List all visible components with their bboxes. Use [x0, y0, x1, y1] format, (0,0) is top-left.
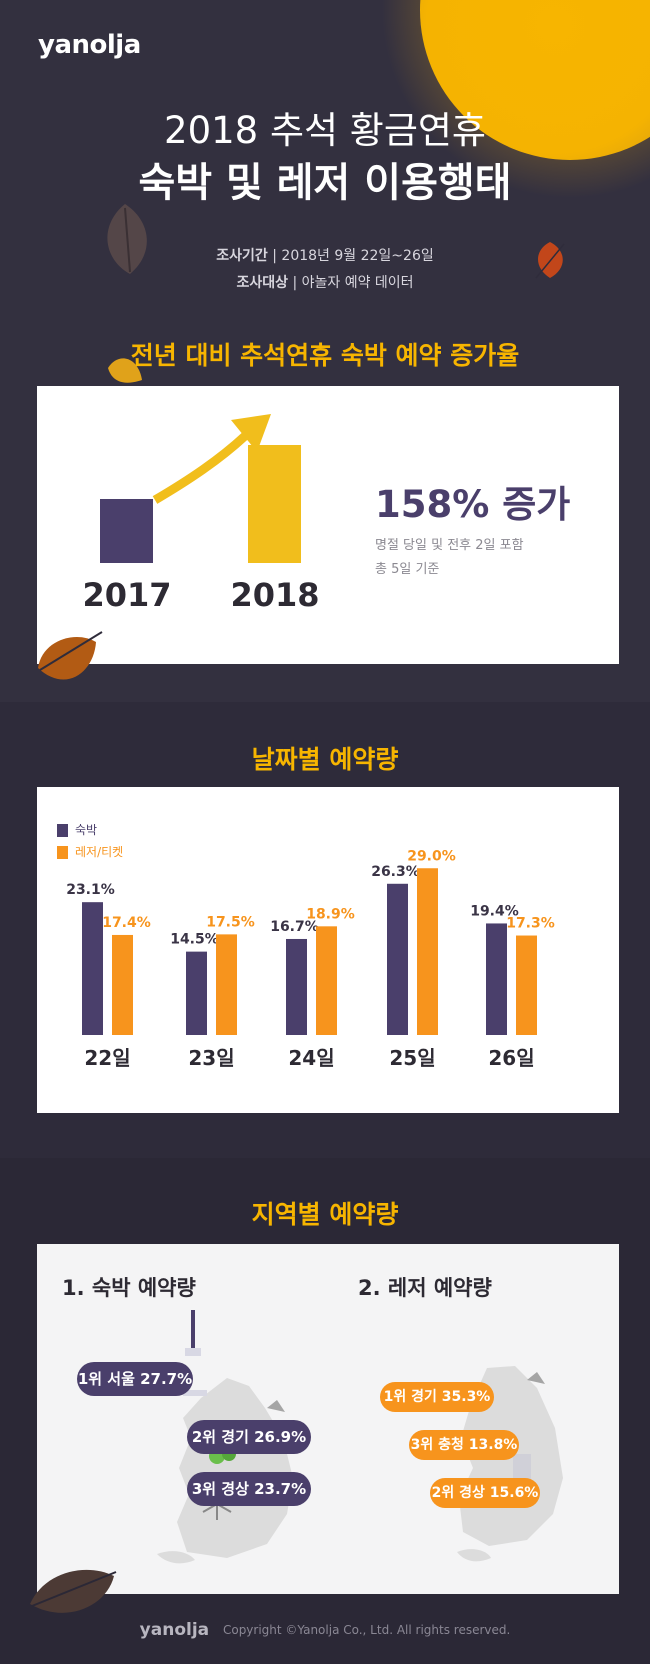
bar-leisure-23 — [216, 934, 237, 1035]
mountain-icon — [267, 1400, 285, 1412]
tower-icon — [513, 1454, 531, 1480]
brown-leaf-icon — [38, 631, 103, 680]
legend-swatch-leisure — [57, 846, 68, 859]
category-label-25: 25일 — [389, 1046, 435, 1070]
mountain-icon — [527, 1372, 545, 1384]
stay-region-title: 1. 숙박 예약량 — [62, 1276, 196, 1300]
value-label-stay-22: 23.1% — [66, 882, 115, 898]
category-label-26: 26일 — [488, 1046, 534, 1070]
label-2018: 2018 — [230, 576, 320, 614]
survey-target: 조사대상 | 야놀자 예약 데이터 — [0, 272, 650, 292]
value-label-stay-24: 16.7% — [270, 919, 319, 935]
dark-leaf-icon — [30, 1569, 117, 1613]
copyright-text: Copyright ©Yanolja Co., Ltd. All rights … — [222, 1623, 511, 1637]
bar-stay-26 — [486, 923, 507, 1035]
growth-note-line1: 명절 당일 및 전후 2일 포함 — [375, 538, 524, 553]
value-label-leisure-22: 17.4% — [102, 915, 151, 931]
legend-label-leisure: 레저/티켓 — [75, 845, 124, 859]
value-label-stay-25: 26.3% — [371, 864, 420, 880]
category-label-24: 24일 — [288, 1046, 334, 1070]
value-label-stay-23: 14.5% — [170, 932, 219, 948]
page-subtitle: 숙박 및 레저 이용행태 — [138, 160, 512, 206]
hero-section: yanolja 2018 추석 황금연휴 숙박 및 레저 이용행태 조사기간 |… — [0, 0, 650, 702]
growth-note-line2: 총 5일 기준 — [375, 562, 440, 577]
leisure-region-title: 2. 레저 예약량 — [358, 1276, 492, 1300]
value-label-stay-26: 19.4% — [470, 903, 519, 919]
value-label-leisure-23: 17.5% — [206, 914, 255, 930]
page-title: 2018 추석 황금연휴 — [164, 109, 486, 152]
legend-item-stay: 숙박 — [57, 821, 97, 838]
value-label-leisure-25: 29.0% — [407, 848, 456, 864]
daily-section-title: 날짜별 예약량 — [251, 745, 399, 774]
survey-period-label: 조사기간 — [216, 248, 268, 264]
survey-period: 조사기간 | 2018년 9월 22일~26일 — [0, 245, 650, 265]
growth-section-title: 전년 대비 추석연휴 숙박 예약 증가율 — [130, 341, 520, 370]
leisure-rank-2: 2위 경상 15.6% — [430, 1478, 540, 1508]
daily-bar-chart: 23.1% 17.4% 22일 14.5% 17.5% 23일 16.7%18.9% 24일 2… — [66, 848, 555, 1070]
legend-item-leisure: 레저/티켓 — [57, 843, 123, 860]
legend-swatch-stay — [57, 824, 68, 837]
growth-arrow-icon — [152, 414, 271, 504]
leaf-icon — [107, 204, 147, 274]
value-label-leisure-24: 18.9% — [306, 906, 355, 922]
region-section-title: 지역별 예약량 — [251, 1200, 399, 1229]
bar-stay-25 — [387, 883, 408, 1035]
label-2017: 2017 — [82, 576, 172, 614]
survey-target-value: | 야놀자 예약 데이터 — [292, 275, 414, 291]
footer-logo: yanolja — [139, 1620, 210, 1640]
bar-stay-22 — [82, 902, 103, 1035]
bar-2018 — [248, 445, 301, 563]
bar-stay-24 — [286, 938, 307, 1035]
region-card: 1. 숙박 예약량 2. 레저 예약량 1위 서울 27.7% 2위 경기 26… — [37, 1244, 619, 1594]
survey-target-label: 조사대상 — [236, 275, 288, 291]
yellow-leaf-icon — [108, 358, 142, 383]
bar-leisure-24 — [316, 926, 337, 1035]
bar-2017 — [100, 499, 153, 563]
stay-rank-3: 3위 경상 23.7% — [187, 1472, 311, 1506]
legend-label-stay: 숙박 — [75, 823, 98, 837]
footer: yanolja Copyright ©Yanolja Co., Ltd. All… — [0, 1620, 650, 1640]
category-label-23: 23일 — [188, 1046, 234, 1070]
yanolja-logo: yanolja — [38, 30, 141, 60]
stay-rank-1: 1위 서울 27.7% — [77, 1362, 193, 1396]
bar-leisure-22 — [112, 934, 133, 1035]
bar-leisure-26 — [516, 935, 537, 1035]
red-leaf-icon — [535, 242, 565, 279]
category-label-22: 22일 — [84, 1046, 130, 1070]
stay-rank-2: 2위 경기 26.9% — [187, 1420, 311, 1454]
leisure-rank-3: 3위 충청 13.8% — [409, 1430, 519, 1460]
value-label-leisure-26: 17.3% — [506, 916, 555, 932]
growth-headline: 158% 증가 — [375, 483, 571, 526]
survey-period-value: | 2018년 9월 22일~26일 — [272, 248, 434, 264]
daily-chart-card: 숙박 레저/티켓 23.1% 17.4% 22일 14.5% 17.5% 23일 16.7%… — [37, 787, 619, 1113]
bar-stay-23 — [186, 951, 207, 1035]
bar-leisure-25 — [417, 868, 438, 1035]
namsan-tower-icon — [191, 1310, 195, 1350]
growth-card: 2017 2018 158% 증가 명절 당일 및 전후 2일 포함 총 5일 … — [37, 386, 619, 664]
leisure-rank-1: 1위 경기 35.3% — [380, 1382, 494, 1412]
